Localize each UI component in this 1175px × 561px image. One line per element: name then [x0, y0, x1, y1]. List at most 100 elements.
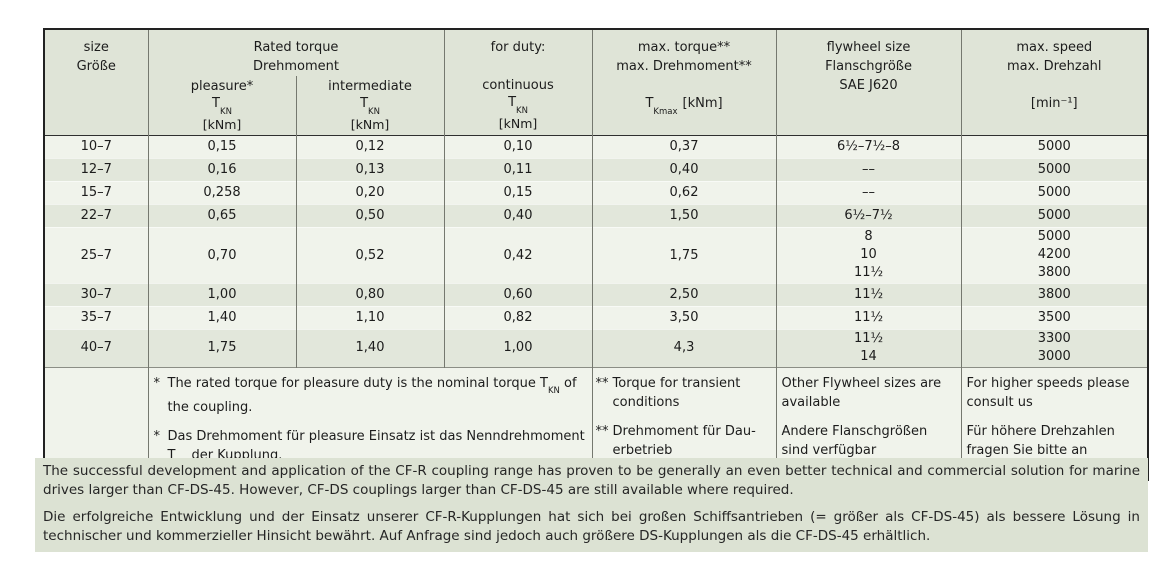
- cell-speed: 5000: [960, 204, 1149, 227]
- cell-continuous: 0,40: [443, 204, 593, 227]
- duty-title: for duty:: [490, 40, 546, 55]
- cell-max-torque: 1,75: [591, 227, 777, 283]
- cell-pleasure: 0,70: [147, 227, 297, 283]
- cell-intermediate: 1,40: [295, 329, 445, 367]
- footnote-item: * The rated torque for pleasure duty is …: [152, 374, 589, 418]
- flywheel-standard: SAE J620: [839, 78, 898, 93]
- footnote-text: Für höhere Drehzahlen fragen Sie bitte a…: [966, 423, 1115, 458]
- cell-intermediate: 1,10: [295, 306, 445, 329]
- cell-max-torque: 0,62: [591, 181, 777, 204]
- cell-size: 40–7: [43, 329, 149, 367]
- cell-speed: 5000 4200 3800: [960, 227, 1149, 283]
- table-row: 15–7 0,258 0,20 0,15 0,62 –– 5000: [43, 181, 1149, 204]
- cell-size: 25–7: [43, 227, 149, 283]
- cell-speed: 5000: [960, 158, 1149, 181]
- cell-continuous: 0,10: [443, 134, 593, 158]
- footnote-item: ** Drehmoment für Dau­erbetrieb: [596, 422, 773, 460]
- cell-intermediate: 0,80: [295, 283, 445, 306]
- cell-continuous: 0,11: [443, 158, 593, 181]
- footnote-text: Drehmoment für Dau­erbetrieb: [612, 423, 756, 458]
- footnote-text: Other Flywheel sizes are available: [781, 375, 942, 410]
- intermediate-label: intermediate: [328, 79, 412, 94]
- cell-size: 15–7: [43, 181, 149, 204]
- footnote-text: Torque for transient conditions: [612, 375, 741, 410]
- duty-symbol: TKN: [508, 95, 528, 116]
- cell-continuous: 0,15: [443, 181, 593, 204]
- cell-max-torque: 2,50: [591, 283, 777, 306]
- col-header-size-en: size: [83, 40, 109, 55]
- footnote-marker: *: [153, 429, 161, 445]
- cell-continuous: 0,42: [443, 227, 593, 283]
- cell-size: 12–7: [43, 158, 149, 181]
- cell-pleasure: 1,00: [147, 283, 297, 306]
- footnote-marker: *: [153, 375, 161, 391]
- footnote-text: Andere Flanschgrößen sind verfügbar: [781, 423, 928, 458]
- cell-intermediate: 0,50: [295, 204, 445, 227]
- pleasure-label: pleasure*: [190, 79, 254, 94]
- cell-max-torque: 1,50: [591, 204, 777, 227]
- duty-label: continuous: [482, 78, 554, 93]
- cell-flywheel: 11½ 14: [775, 329, 962, 367]
- max-torque-de: max. Drehmoment**: [616, 59, 752, 74]
- max-torque-en: max. torque**: [637, 40, 731, 55]
- table-row: 12–7 0,16 0,13 0,11 0,40 –– 5000: [43, 158, 1149, 181]
- cell-speed: 5000: [960, 181, 1149, 204]
- notes-block: The successful development and applicati…: [35, 458, 1148, 552]
- cell-size: 30–7: [43, 283, 149, 306]
- speed-de: max. Drehzahl: [1006, 59, 1102, 74]
- col-header-speed: max. speed max. Drehzahl [min⁻¹]: [960, 29, 1149, 135]
- table-row: 40–7 1,75 1,40 1,00 4,3 11½ 14 3300 3000: [43, 329, 1149, 367]
- header-row-groups: size Größe Rated torque Drehmoment for d…: [43, 29, 1149, 135]
- footnote-marker: **: [595, 375, 609, 391]
- header-row-subcolumns: pleasure* TKN [kNm] intermediate TKN [kN…: [44, 76, 1148, 135]
- col-header-size-de: Größe: [76, 59, 116, 74]
- flywheel-en: flywheel size: [826, 40, 911, 55]
- cell-pleasure: 1,75: [147, 329, 297, 367]
- rated-torque-en: Rated torque: [253, 40, 339, 55]
- cell-intermediate: 0,13: [295, 158, 445, 181]
- cell-max-torque: 3,50: [591, 306, 777, 329]
- cell-max-torque: 4,3: [591, 329, 777, 367]
- max-torque-symbol: TKmax[kNm]: [645, 96, 723, 117]
- col-header-flywheel: flywheel size Flanschgröße SAE J620: [775, 29, 962, 135]
- col-header-size: size Größe: [43, 29, 149, 135]
- footnote-marker: **: [595, 423, 609, 439]
- cell-pleasure: 0,15: [147, 134, 297, 158]
- cell-speed: 3500: [960, 306, 1149, 329]
- pleasure-unit: [kNm]: [202, 116, 242, 132]
- table-row: 22–7 0,65 0,50 0,40 1,50 6½–7½ 5000: [43, 204, 1149, 227]
- intermediate-unit: [kNm]: [350, 116, 390, 132]
- table-body: 10–7 0,15 0,12 0,10 0,37 6½–7½–8 5000 12–7 0,16 0…: [43, 134, 1149, 367]
- speed-en: max. speed: [1016, 40, 1093, 55]
- table-row: 10–7 0,15 0,12 0,10 0,37 6½–7½–8 5000: [43, 134, 1149, 158]
- table-header: size Größe Rated torque Drehmoment for d…: [43, 29, 1149, 135]
- cell-max-torque: 0,37: [591, 134, 777, 158]
- cell-speed: 3300 3000: [960, 329, 1149, 367]
- footnote-item: ** Torque for transient conditions: [596, 374, 773, 412]
- cell-pleasure: 0,16: [147, 158, 297, 181]
- col-header-pleasure: pleasure* TKN [kNm]: [147, 76, 297, 135]
- footnote-text: The rated torque for pleasure duty is th…: [167, 375, 577, 416]
- col-header-duty: for duty: continuous TKN [kNm]: [443, 29, 593, 135]
- cell-intermediate: 0,12: [295, 134, 445, 158]
- note-paragraph-en: The successful development and applicati…: [43, 463, 1140, 498]
- col-header-max-torque: max. torque** max. Drehmoment** TKmax[kN…: [591, 29, 777, 135]
- cell-speed: 3800: [960, 283, 1149, 306]
- cell-flywheel: 6½–7½–8: [775, 134, 962, 158]
- pleasure-symbol: TKN: [212, 96, 232, 117]
- col-header-intermediate: intermediate TKN [kNm]: [295, 76, 445, 135]
- table-row: 25–7 0,70 0,52 0,42 1,75 8 10 11½ 5000 4200 3800: [43, 227, 1149, 283]
- coupling-spec-table: size Größe Rated torque Drehmoment for d…: [43, 28, 1150, 481]
- note-paragraph-de: Die erfolgreiche Entwicklung und der Ein…: [43, 509, 1140, 544]
- rated-torque-de: Drehmoment: [253, 59, 339, 74]
- cell-pleasure: 0,258: [147, 181, 297, 204]
- intermediate-symbol: TKN: [360, 96, 380, 117]
- cell-pleasure: 1,40: [147, 306, 297, 329]
- cell-flywheel: 6½–7½: [775, 204, 962, 227]
- cell-max-torque: 0,40: [591, 158, 777, 181]
- cell-intermediate: 0,52: [295, 227, 445, 283]
- footnote-text: For higher speeds please consult us: [966, 375, 1130, 410]
- speed-unit: [min⁻¹]: [1030, 96, 1078, 111]
- table-row: 30–7 1,00 0,80 0,60 2,50 11½ 3800: [43, 283, 1149, 306]
